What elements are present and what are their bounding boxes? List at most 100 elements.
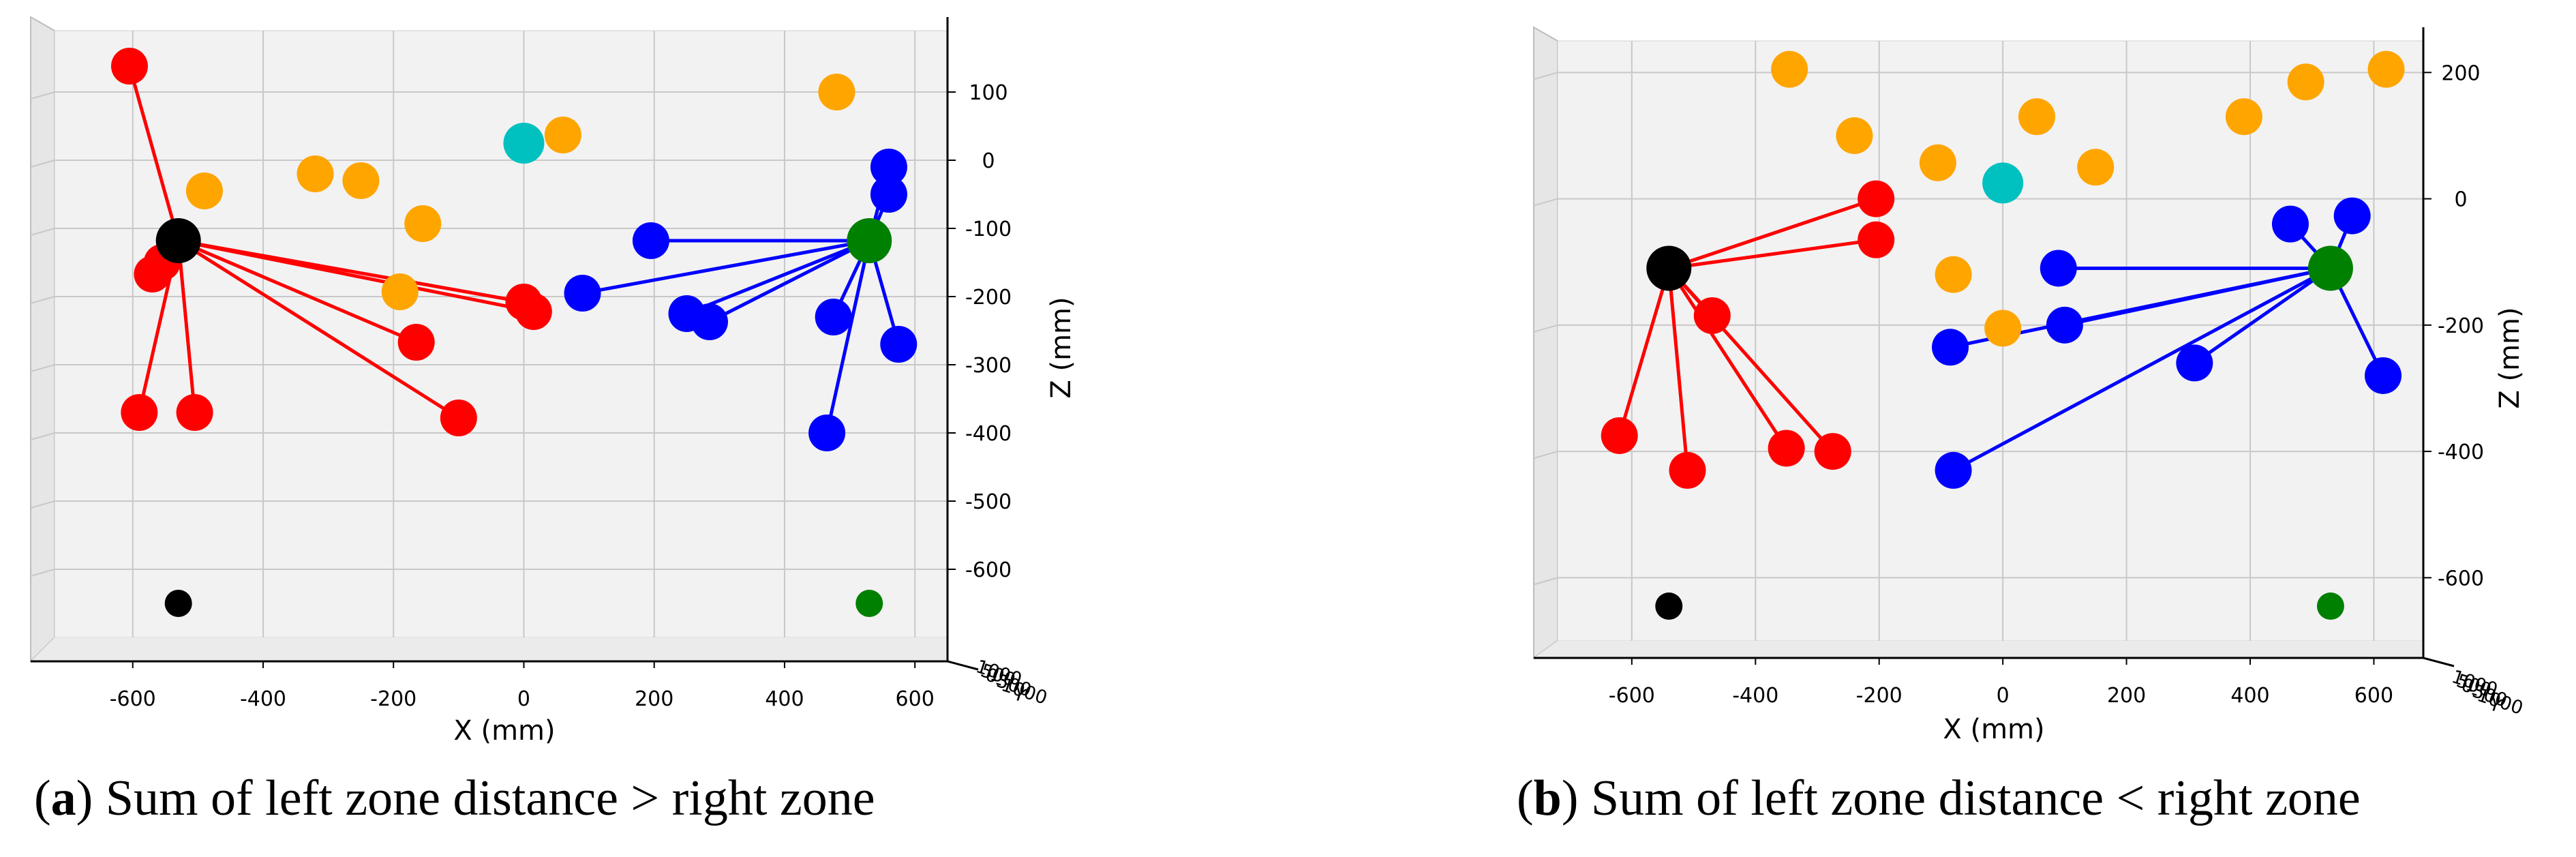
wall-gridline xyxy=(30,500,55,509)
data-point xyxy=(1858,180,1895,217)
data-point xyxy=(2046,306,2083,344)
side-wall xyxy=(30,16,55,663)
wall-gridline xyxy=(1533,451,1558,460)
data-point xyxy=(1935,256,1972,293)
data-point xyxy=(397,324,435,361)
data-point xyxy=(691,303,728,340)
z-tick-label: -400 xyxy=(965,422,1012,446)
x-tick-label: -600 xyxy=(1609,684,1655,708)
link-line xyxy=(127,65,181,241)
z-tick-label: -200 xyxy=(2438,314,2484,338)
right-anchor-shadow xyxy=(2316,592,2344,620)
caption-text: Sum of left zone distance < right zone xyxy=(1578,770,2360,826)
link-line xyxy=(178,239,534,314)
z-tick-label: 100 xyxy=(969,81,1007,105)
back-pane xyxy=(54,30,948,638)
data-point xyxy=(880,326,918,363)
link-line xyxy=(2193,267,2332,365)
z-tick-label: 0 xyxy=(2454,188,2467,212)
data-point xyxy=(381,273,419,310)
x-tick-label: 0 xyxy=(1997,684,2010,708)
link-line xyxy=(177,239,460,420)
data-point xyxy=(2225,98,2262,136)
link-line xyxy=(1667,267,1834,453)
data-point xyxy=(870,149,907,185)
x-axis-title: X (mm) xyxy=(453,715,555,747)
data-point xyxy=(564,275,601,312)
data-point xyxy=(404,205,442,242)
data-point xyxy=(1858,221,1895,258)
caption-letter: b xyxy=(1534,770,1562,826)
data-point xyxy=(2333,197,2371,235)
left-anchor-point xyxy=(155,218,201,263)
data-point xyxy=(2040,250,2077,287)
wall-gridline xyxy=(1533,324,1558,333)
z-tick-label: -600 xyxy=(965,558,1012,582)
data-point xyxy=(544,117,581,153)
x-tick-label: -200 xyxy=(370,687,416,711)
x-tick-label: -600 xyxy=(110,687,156,711)
wall-gridline xyxy=(30,432,55,440)
origin-point xyxy=(1982,162,2024,204)
panel-caption: (b) Sum of left zone distance < right zo… xyxy=(1517,770,2361,826)
data-point xyxy=(1814,433,1851,470)
data-point xyxy=(1932,329,1969,366)
x-tick-label: -400 xyxy=(1732,684,1778,708)
z-tick-label: -500 xyxy=(965,490,1012,514)
data-point xyxy=(176,394,213,431)
wall-gridline xyxy=(30,296,55,304)
link-line xyxy=(1668,238,1877,270)
x-tick-label: 600 xyxy=(2354,684,2393,708)
floor-pane xyxy=(1534,641,2423,658)
left-anchor-shadow xyxy=(164,590,192,617)
side-wall xyxy=(1533,26,1558,659)
link-line xyxy=(177,239,417,344)
z-tick-label: -100 xyxy=(965,217,1012,241)
x-tick-label: 400 xyxy=(2230,684,2269,708)
y-axis-line xyxy=(947,660,979,671)
link-line xyxy=(1667,267,1788,449)
wall-gridline xyxy=(30,160,55,168)
link-line xyxy=(177,240,197,413)
z-axis-title: Z (mm) xyxy=(1046,297,1077,398)
y-axis-line xyxy=(2423,657,2455,667)
data-point xyxy=(1669,451,1706,489)
wall-gridline xyxy=(30,569,55,577)
chart-panel-a: -600 -400 -200 0 200 400 600 100 0 -100 -200 -300 -4… xyxy=(30,16,1077,826)
x-tick-label: -400 xyxy=(240,687,286,711)
data-point xyxy=(1836,117,1873,154)
caption-text: Sum of left zone distance > right zone xyxy=(93,770,875,826)
caption-close: ) xyxy=(76,770,93,826)
data-point xyxy=(2365,357,2402,394)
left-anchor-shadow xyxy=(1655,592,1683,620)
data-point xyxy=(1768,430,1805,467)
right-anchor-point xyxy=(847,218,892,263)
link-line xyxy=(1667,268,1689,471)
data-point xyxy=(342,162,380,199)
data-point xyxy=(2176,344,2213,382)
data-point xyxy=(1601,417,1638,454)
data-point xyxy=(1771,50,1808,88)
link-line xyxy=(582,239,870,295)
link-line xyxy=(1952,267,2332,472)
wall-gridline xyxy=(30,228,55,236)
origin-point xyxy=(503,123,545,164)
x-tick-label: 0 xyxy=(517,687,530,711)
floor-pane xyxy=(31,637,948,661)
x-axis-title: X (mm) xyxy=(1943,714,2044,745)
x-tick-label: 200 xyxy=(2107,684,2146,708)
link-line xyxy=(1668,197,1877,270)
data-point xyxy=(2367,50,2405,88)
data-point xyxy=(818,74,855,110)
data-point xyxy=(2287,63,2324,101)
caption-open: ( xyxy=(1517,770,1534,826)
x-tick-label: -200 xyxy=(1856,684,1903,708)
chart-panel-b: -600 -400 -200 0 200 400 6002000-200-400-60010… xyxy=(1517,26,2526,826)
data-point xyxy=(515,293,552,330)
z-tick-label: -200 xyxy=(965,286,1012,310)
wall-gridline xyxy=(1533,72,1558,80)
data-point xyxy=(1935,451,1972,489)
wall-gridline xyxy=(30,91,55,100)
data-point xyxy=(121,394,158,431)
